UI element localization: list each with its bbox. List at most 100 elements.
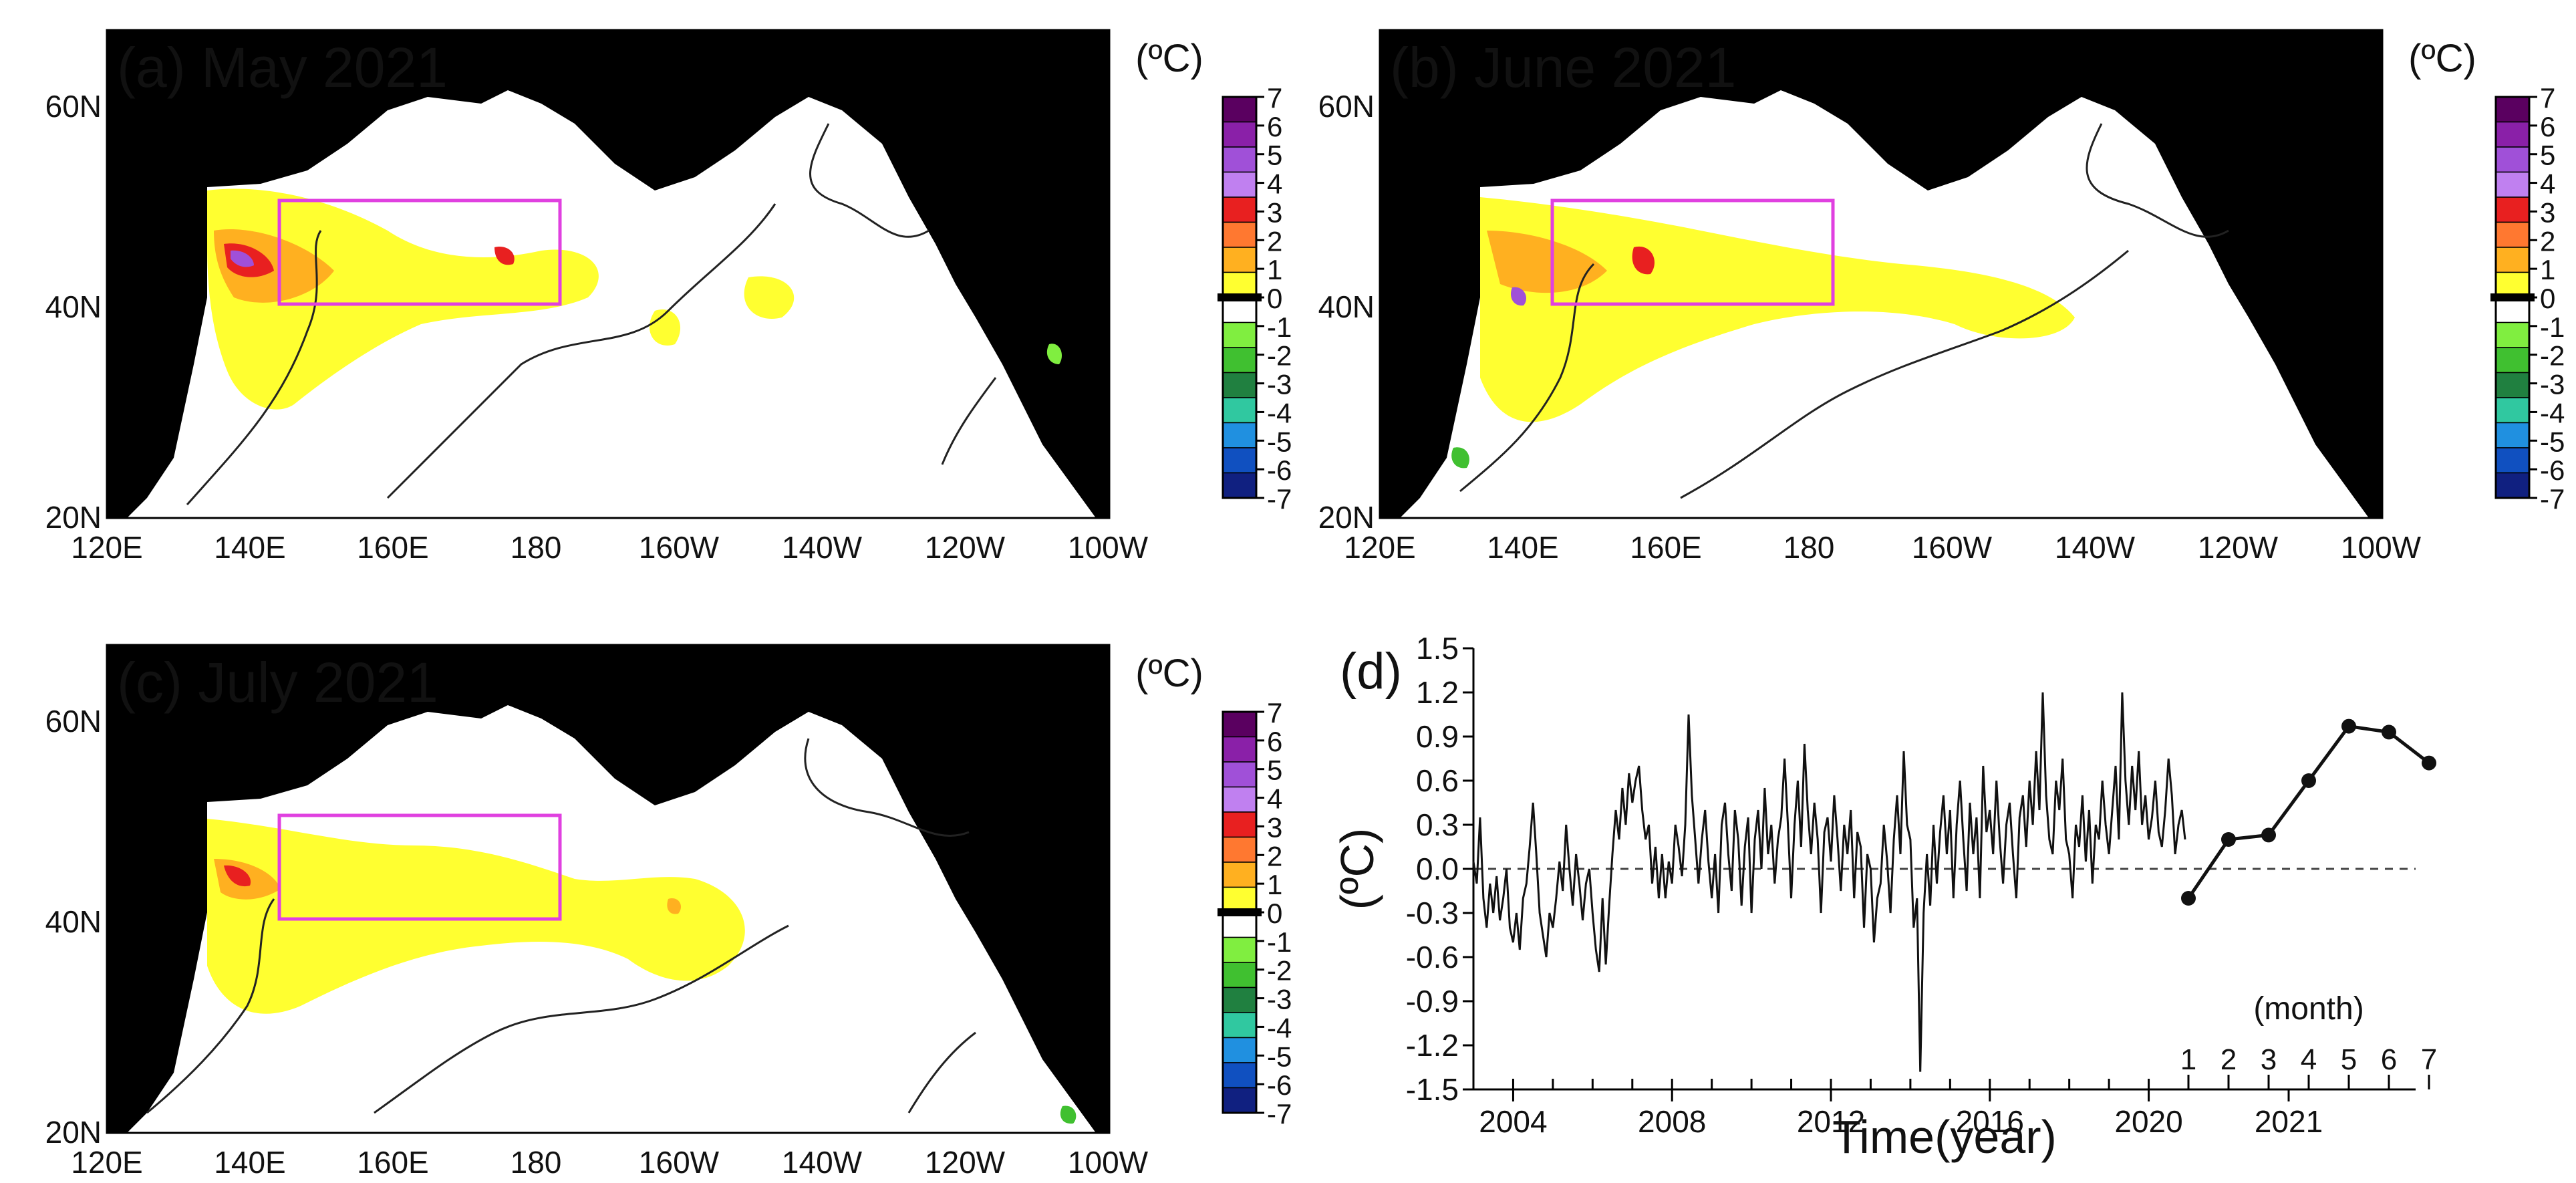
colorbar-tick-label: 2 [1267,225,1282,257]
map-b-anomaly-green [1451,447,1469,469]
colorbar-tick-label: 7 [1267,697,1282,729]
map-c-title: (c) July 2021 [117,651,438,714]
colorbar-tick-label: -1 [1267,926,1292,958]
map-c-anomaly-yellow [207,819,745,1014]
map-c-lon-tick: 140E [214,1145,285,1180]
colorbar-swatch [1222,372,1257,398]
map-c-anomaly-red [224,865,251,887]
colorbar-tick-label: -3 [2540,369,2565,400]
map-b-lon-tick: 120W [2198,530,2279,565]
map-b-land-north [1380,30,2382,518]
colorbar-zero-marker [1218,293,1262,301]
chart-month-label: (month) [2253,991,2364,1027]
recent-point [2422,755,2436,771]
y-tick-label: -0.9 [1406,984,1459,1019]
map-b-lon-tick: 140W [2055,530,2136,565]
colorbar-tick-label: -6 [2540,454,2565,486]
colorbar-tick-label: 1 [2540,254,2555,285]
y-tick-label: -1.5 [1406,1072,1459,1107]
map-c-land-north [107,645,1109,1133]
colorbar-swatch [1222,146,1257,173]
map-a-lon-tick: 160E [357,530,428,565]
colorbar-swatch [1222,1012,1257,1039]
colorbar-swatch [1222,711,1257,738]
colorbar-swatch [1222,221,1257,248]
map-c-lon-tick: 160E [357,1145,428,1180]
y-tick-label: -0.3 [1406,896,1459,930]
map-panel-a: (a) May 2021 60N 40N 20N 120E 140E 160E … [45,29,1292,565]
chart-series-line-recent [2186,724,2430,900]
x-tick-label: 2021 [2255,1104,2323,1139]
chart-y-axis: 1.5 1.2 0.9 0.6 0.3 0.0 -0.3 -0.6 -0.9 -1.2 -1.5 [1406,631,1475,1107]
map-a-anomaly-red-east [494,247,515,265]
month-tick-label: 1 [2180,1043,2196,1076]
colorbar-tick-label: 0 [1267,898,1282,929]
map-b-lon-ticks: 120E 140E 160E 180 160W 140W 120W 100W [1344,530,2421,565]
map-b-anomaly-purple [1510,287,1526,306]
month-tick-label: 7 [2421,1043,2437,1076]
map-a-anomaly-yellow [207,188,599,410]
recent-point [2181,891,2196,906]
colorbar-tick-label: -5 [1267,426,1292,457]
colorbar-tick-label: -2 [1267,955,1292,987]
colorbar-swatch [2495,372,2530,398]
colorbar-swatch [2495,347,2530,374]
map-a-lon-ticks: 120E 140E 160E 180 160W 140W 120W 100W [71,530,1148,565]
y-tick-label: -0.6 [1406,940,1459,974]
map-b-lon-tick: 140E [1487,530,1558,565]
map-c-lon-tick: 140W [782,1145,863,1180]
map-a-lat-tick: 40N [45,289,102,324]
colorbar-swatch [1222,862,1257,888]
colorbar-tick-label: 6 [2540,111,2555,142]
colorbar-tick-label: -6 [1267,454,1292,486]
line-chart-panel: (d) 1.5 1.2 0.9 0.6 0.3 0.0 -0.3 -0.6 -0.9 -1.2 -1… [1331,631,2437,1163]
colorbar-swatch [1222,962,1257,989]
recent-point [2382,725,2396,740]
colorbar-swatch [1222,96,1257,123]
colorbar-swatch [1222,761,1257,788]
colorbar-swatch [1222,1037,1257,1063]
map-a-land-north [107,30,1109,518]
colorbar-zero-marker [2490,293,2535,301]
colorbar-swatch [1222,171,1257,198]
recent-point [2221,832,2236,847]
colorbar-swatch [2495,422,2530,448]
map-b-colorbar-unit: (ºC) [2408,37,2476,80]
colorbar-swatch [1222,936,1257,963]
colorbar-tick-label: -4 [2540,397,2565,428]
map-b-lon-tick: 160W [1912,530,1993,565]
y-tick-label: 0.3 [1416,807,1459,842]
colorbar-tick-label: -5 [2540,426,2565,457]
colorbar-tick-label: 2 [2540,225,2555,257]
colorbar-tick-label: 1 [1267,254,1282,285]
chart-xlabel: Time(year) [1832,1111,2057,1163]
map-panel-b: (b) June 2021 60N 40N 20N 120E 140E 160E… [1318,29,2565,565]
map-a-contour [186,123,997,505]
colorbar-swatch [1222,736,1257,763]
map-b-lat-tick: 60N [1318,89,1375,124]
map-a-lon-tick: 140E [214,530,285,565]
y-tick-label: 1.5 [1416,631,1459,666]
map-a-target-box [277,199,562,306]
colorbar-tick-label: -1 [2540,311,2565,343]
colorbar-swatch [1222,196,1257,223]
colorbar-swatch [1222,987,1257,1013]
colorbar-swatch [1222,447,1257,474]
colorbar-tick-label: -7 [2540,483,2565,515]
colorbar-swatch [1222,1062,1257,1089]
colorbar-swatch [2495,121,2530,148]
recent-point [2341,718,2356,734]
map-b-lon-tick: 160E [1630,530,1701,565]
map-a-lat-tick: 20N [45,500,102,535]
month-tick-label: 2 [2221,1043,2237,1076]
map-a-title: (a) May 2021 [117,36,448,99]
map-b-contour [1459,123,2229,499]
chart-panel-label: (d) [1340,643,1402,700]
x-tick-label: 2008 [1638,1104,1706,1139]
x-tick-label: 2020 [2114,1104,2182,1139]
colorbar-swatch [2495,196,2530,223]
map-a-lat-tick: 60N [45,89,102,124]
map-b-anomaly-red [1632,246,1655,275]
